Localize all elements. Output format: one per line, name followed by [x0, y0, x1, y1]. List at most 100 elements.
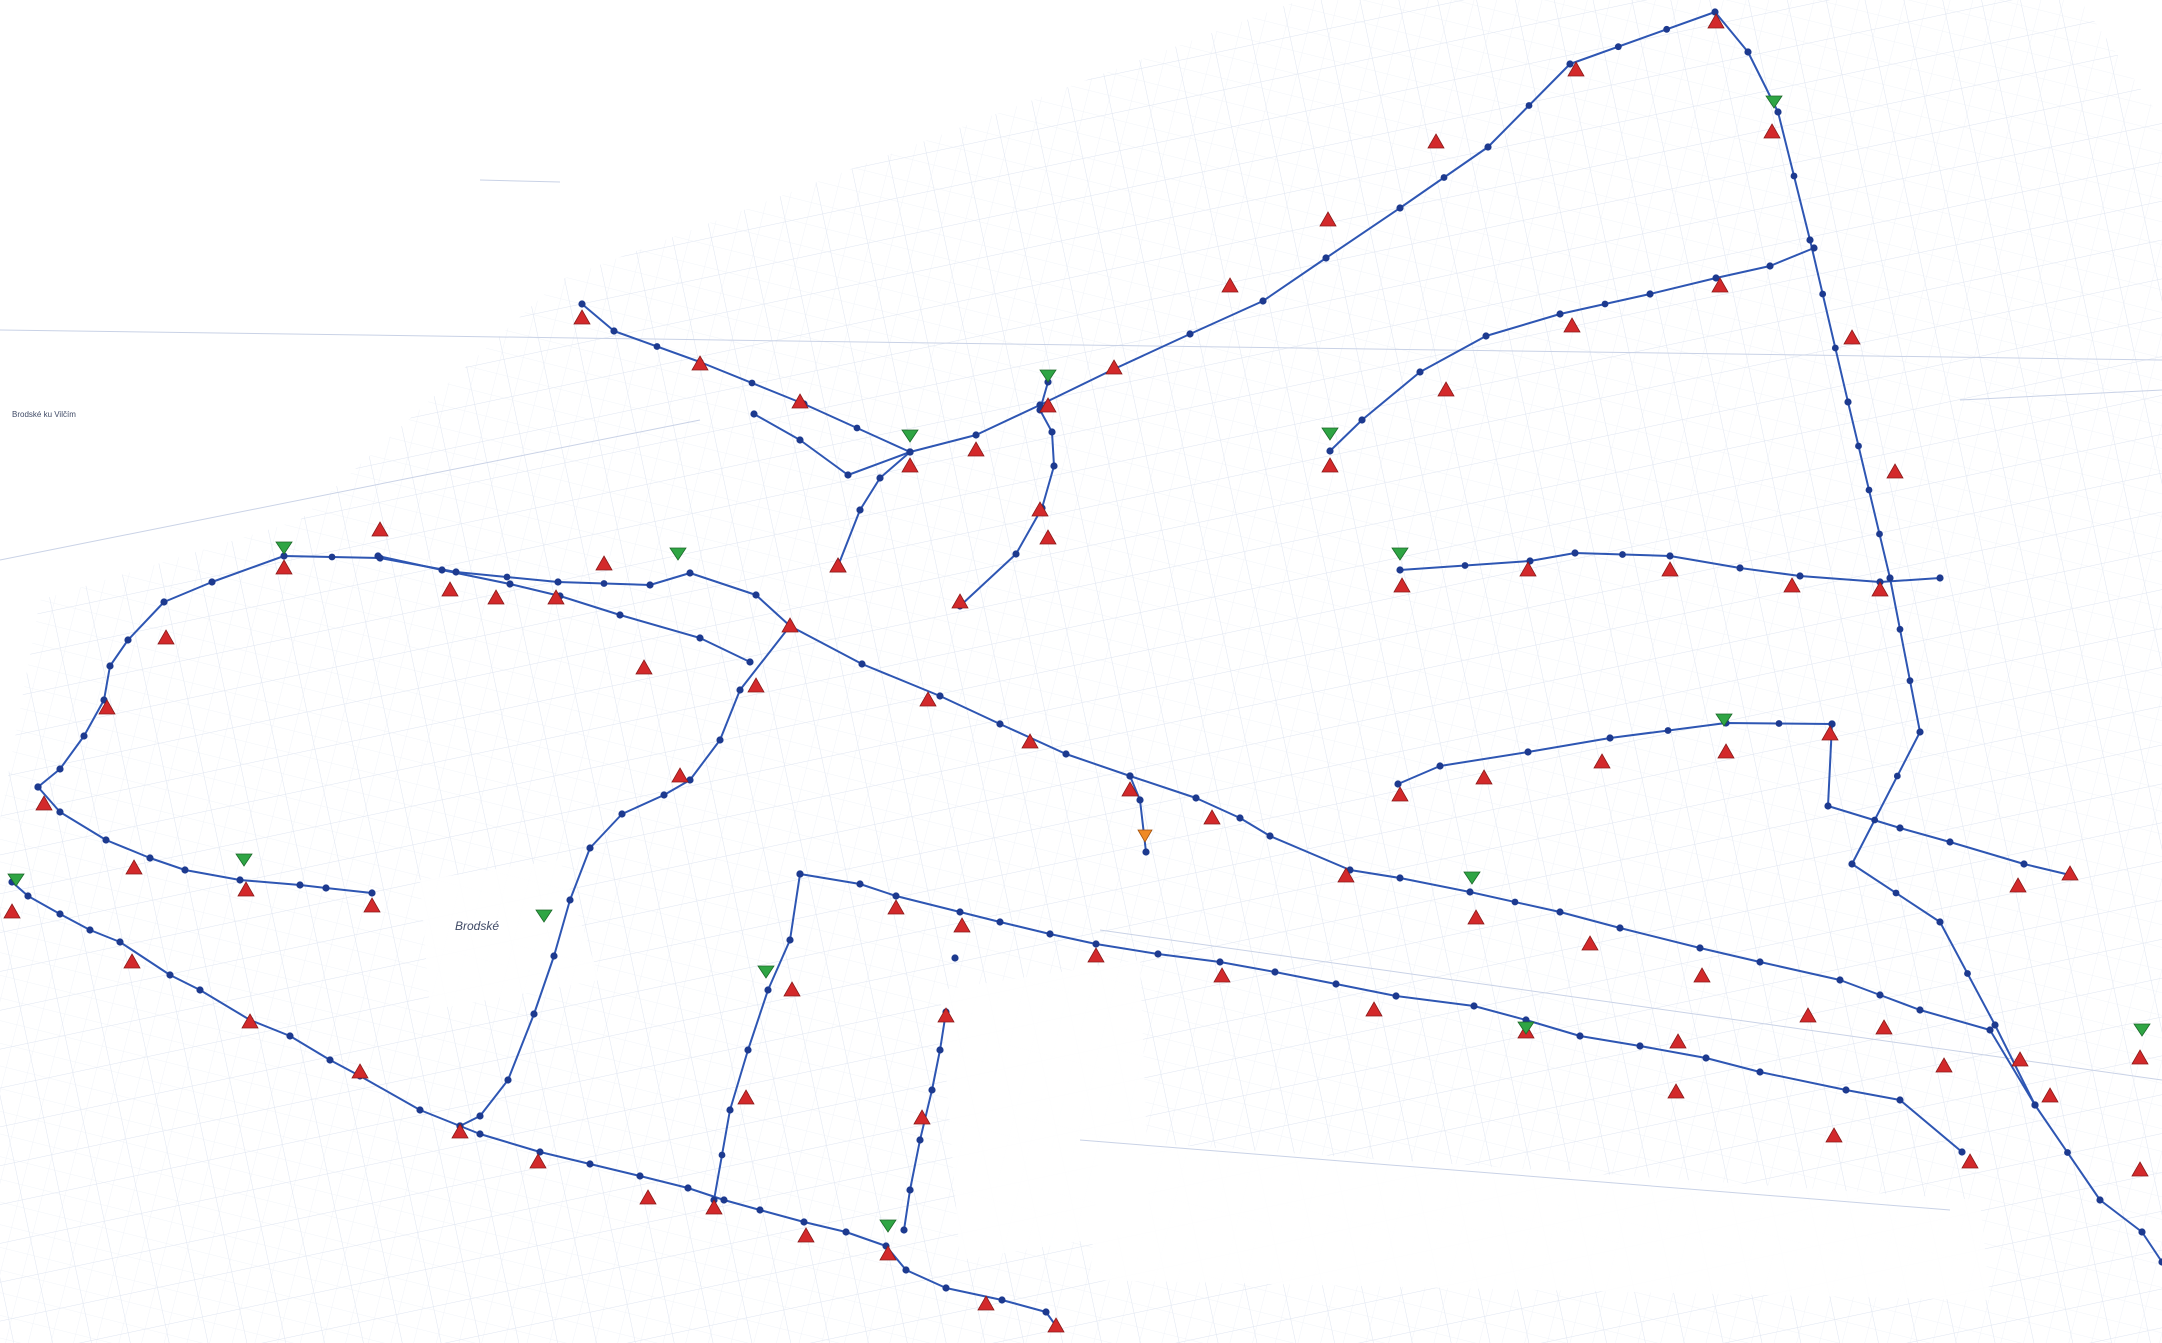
pipe-node[interactable]	[1482, 332, 1490, 340]
pipe-node[interactable]	[1876, 991, 1884, 999]
green-valve-marker-icon[interactable]	[669, 547, 687, 561]
pipe-node[interactable]	[1396, 874, 1404, 882]
pipe-node[interactable]	[236, 876, 244, 884]
red-triangle-marker-icon[interactable]	[1039, 529, 1057, 545]
pipe-node[interactable]	[1871, 816, 1879, 824]
pipe-node[interactable]	[1876, 530, 1883, 538]
pipe-node[interactable]	[756, 1206, 764, 1214]
pipe-node[interactable]	[600, 580, 608, 587]
pipe-node[interactable]	[1192, 794, 1200, 802]
pipe-node[interactable]	[646, 581, 654, 589]
red-triangle-marker-icon[interactable]	[2041, 1087, 2059, 1103]
green-valve-marker-icon[interactable]	[879, 1219, 897, 1233]
red-triangle-marker-icon[interactable]	[573, 309, 591, 325]
pipe-node[interactable]	[1126, 772, 1134, 780]
red-triangle-marker-icon[interactable]	[951, 593, 969, 609]
pipe-node[interactable]	[1326, 447, 1334, 455]
red-triangle-marker-icon[interactable]	[2061, 865, 2079, 881]
pipe-node[interactable]	[750, 410, 758, 418]
red-triangle-marker-icon[interactable]	[747, 677, 765, 693]
red-triangle-marker-icon[interactable]	[1935, 1057, 1953, 1073]
green-valve-marker-icon[interactable]	[1715, 713, 1733, 727]
pipe-node[interactable]	[1136, 796, 1144, 804]
pipe-node[interactable]	[1824, 802, 1832, 810]
pipe-node[interactable]	[916, 1136, 924, 1144]
pipe-node[interactable]	[102, 836, 110, 844]
pipe-node[interactable]	[660, 791, 668, 799]
red-triangle-marker-icon[interactable]	[901, 457, 919, 473]
red-triangle-marker-icon[interactable]	[1799, 1007, 1817, 1023]
pipe-node[interactable]	[80, 732, 88, 740]
green-valve-marker-icon[interactable]	[1321, 427, 1339, 441]
red-triangle-marker-icon[interactable]	[2131, 1049, 2149, 1065]
pipe-node[interactable]	[956, 908, 964, 916]
pipe-node[interactable]	[951, 954, 959, 962]
red-triangle-marker-icon[interactable]	[1821, 725, 1839, 741]
green-valve-marker-icon[interactable]	[2133, 1023, 2151, 1037]
red-triangle-marker-icon[interactable]	[1393, 577, 1411, 593]
pipe-node[interactable]	[56, 765, 64, 773]
pipe-node[interactable]	[876, 474, 884, 482]
orange-source-marker-icon[interactable]	[1137, 829, 1153, 843]
red-triangle-marker-icon[interactable]	[1843, 329, 1861, 345]
pipe-node[interactable]	[56, 910, 64, 918]
green-valve-marker-icon[interactable]	[7, 873, 25, 887]
pipe-node[interactable]	[2031, 1101, 2039, 1109]
red-triangle-marker-icon[interactable]	[1437, 381, 1455, 397]
pipe-node[interactable]	[1358, 416, 1366, 424]
green-valve-marker-icon[interactable]	[1391, 547, 1409, 561]
pipe-node[interactable]	[586, 1160, 594, 1168]
pipe-node[interactable]	[2138, 1228, 2146, 1236]
red-triangle-marker-icon[interactable]	[1563, 317, 1581, 333]
red-triangle-marker-icon[interactable]	[1763, 123, 1781, 139]
pipe-node[interactable]	[853, 424, 861, 432]
pipe-node[interactable]	[726, 1106, 734, 1114]
pipe-node[interactable]	[554, 578, 562, 586]
red-triangle-marker-icon[interactable]	[1825, 1127, 1843, 1143]
pipe-node[interactable]	[2096, 1196, 2104, 1204]
pipe-node[interactable]	[858, 660, 866, 668]
red-triangle-marker-icon[interactable]	[2009, 877, 2027, 893]
pipe-node[interactable]	[1470, 1002, 1478, 1010]
pipe-node[interactable]	[1525, 102, 1533, 109]
red-triangle-marker-icon[interactable]	[783, 981, 801, 997]
pipe-node[interactable]	[998, 1296, 1006, 1304]
pipe-node[interactable]	[1396, 566, 1404, 574]
pipe-node[interactable]	[504, 1076, 512, 1084]
pipe-node[interactable]	[996, 720, 1004, 728]
red-triangle-marker-icon[interactable]	[887, 899, 905, 915]
pipe-node[interactable]	[752, 591, 760, 599]
water-main-segment[interactable]	[1399, 552, 1941, 583]
red-triangle-marker-icon[interactable]	[1567, 61, 1585, 77]
pipe-node[interactable]	[1466, 888, 1474, 896]
green-valve-marker-icon[interactable]	[757, 965, 775, 979]
red-triangle-marker-icon[interactable]	[1875, 1019, 1893, 1035]
red-triangle-marker-icon[interactable]	[1871, 581, 1889, 597]
red-triangle-marker-icon[interactable]	[487, 589, 505, 605]
red-triangle-marker-icon[interactable]	[1711, 277, 1729, 293]
pipe-node[interactable]	[906, 1186, 914, 1194]
water-main-segment[interactable]	[903, 1011, 947, 1231]
pipe-node[interactable]	[906, 448, 914, 456]
red-triangle-marker-icon[interactable]	[1593, 753, 1611, 769]
pipe-node[interactable]	[328, 553, 336, 561]
pipe-node[interactable]	[166, 971, 174, 979]
water-main-segment[interactable]	[459, 1125, 1057, 1327]
pipe-node[interactable]	[928, 1086, 936, 1094]
pipe-node[interactable]	[578, 300, 586, 308]
pipe-node[interactable]	[1042, 1308, 1050, 1316]
pipe-node[interactable]	[530, 1010, 538, 1018]
pipe-node[interactable]	[616, 611, 624, 619]
pipe-node[interactable]	[368, 889, 376, 897]
pipe-node[interactable]	[1666, 552, 1674, 560]
red-triangle-marker-icon[interactable]	[797, 1227, 815, 1243]
red-triangle-marker-icon[interactable]	[241, 1013, 259, 1029]
red-triangle-marker-icon[interactable]	[237, 881, 255, 897]
pipe-node[interactable]	[1524, 748, 1532, 756]
pipe-node[interactable]	[856, 506, 864, 514]
green-valve-marker-icon[interactable]	[1517, 1021, 1535, 1035]
pipe-node[interactable]	[1271, 968, 1279, 976]
pipe-node[interactable]	[618, 810, 626, 818]
red-triangle-marker-icon[interactable]	[1213, 967, 1231, 983]
